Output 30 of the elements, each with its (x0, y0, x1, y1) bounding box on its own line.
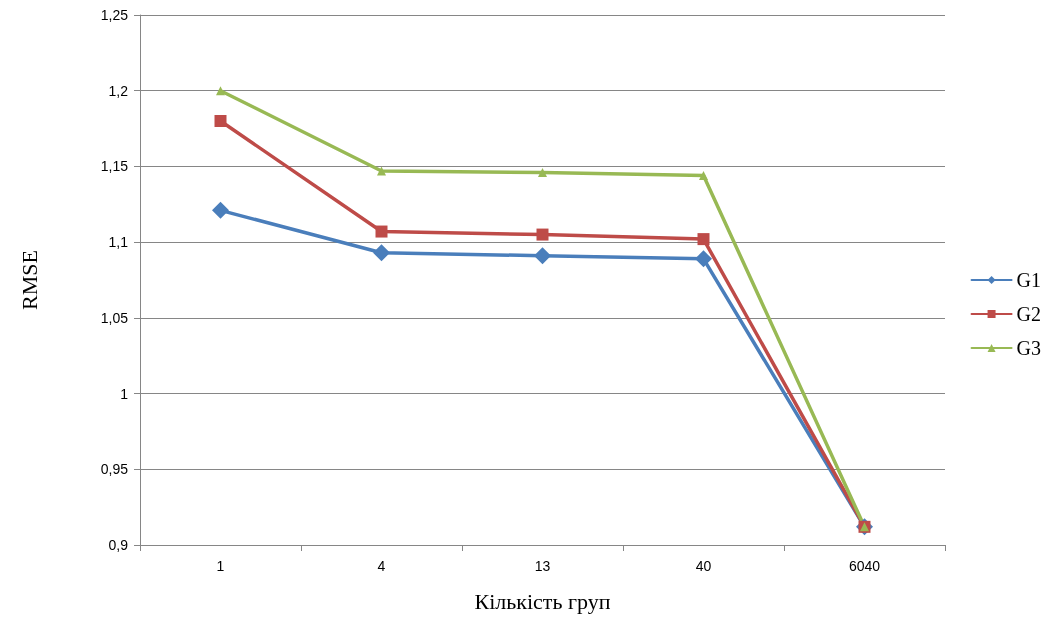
y-tick-label: 1,15 (100, 158, 129, 175)
x-tick-label: 6040 (848, 558, 881, 574)
legend-label: G2 (1016, 303, 1042, 325)
x-axis-title: Кількість груп (474, 588, 611, 614)
y-tick-label: 0,95 (100, 461, 129, 478)
point (695, 250, 712, 268)
y-tick-label: 1 (120, 385, 129, 402)
y-tick-label: 1,25 (100, 7, 129, 23)
legend-label: G1 (1016, 269, 1042, 291)
point (216, 86, 225, 96)
y-tick-label: 1,05 (100, 309, 129, 326)
legend-label: G3 (1016, 337, 1042, 359)
point (214, 115, 227, 127)
point (697, 233, 710, 246)
y-axis-title: RMSE (16, 250, 42, 310)
point (373, 244, 390, 262)
point (538, 167, 547, 177)
point (699, 171, 708, 181)
point (212, 201, 229, 219)
y-tick-label: 1,1 (108, 234, 129, 251)
point (534, 247, 551, 265)
point (375, 225, 388, 238)
x-tick-label: 13 (534, 558, 551, 574)
x-tick-label: 40 (695, 558, 712, 574)
x-tick-label: 1 (216, 558, 225, 574)
y-tick-label: 0,9 (108, 537, 129, 553)
x-tick-label: 4 (377, 558, 386, 574)
point (536, 228, 549, 241)
point (377, 166, 386, 176)
y-tick-label: 1,2 (108, 82, 129, 99)
